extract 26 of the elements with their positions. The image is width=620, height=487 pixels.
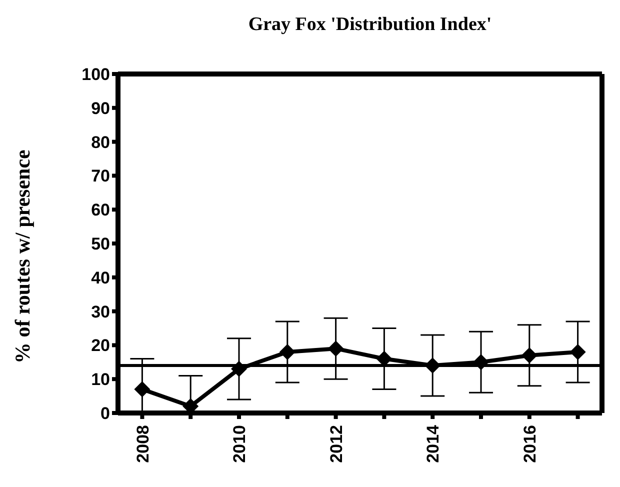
x-tick-label: 2010 — [230, 425, 250, 463]
x-tick-label: 2016 — [520, 425, 540, 463]
x-tick-label: 2014 — [424, 424, 443, 463]
y-tick-label: 20 — [91, 336, 110, 356]
y-tick-label: 40 — [91, 268, 110, 288]
y-tick-label: 0 — [100, 404, 110, 424]
y-axis-title: % of routes w/ presence — [10, 150, 34, 364]
y-tick-label: 80 — [91, 132, 110, 152]
y-tick-label: 10 — [91, 370, 110, 390]
y-tick-label: 50 — [91, 234, 110, 254]
point — [473, 354, 489, 370]
chart-title: Gray Fox 'Distribution Index' — [247, 14, 493, 36]
point — [231, 360, 247, 377]
y-tick-label: 60 — [91, 200, 110, 220]
point — [134, 381, 150, 398]
x-tick-label: 2008 — [133, 425, 152, 463]
y-tick-label: 30 — [91, 302, 110, 322]
y-tick-label: 70 — [91, 166, 110, 186]
point — [521, 347, 538, 364]
point — [279, 344, 296, 360]
y-tick-label: 100 — [82, 65, 110, 84]
point — [328, 340, 344, 357]
x-tick-label: 2012 — [326, 425, 346, 463]
point — [570, 344, 586, 360]
point — [424, 358, 441, 374]
y-tick-label: 90 — [91, 98, 110, 118]
